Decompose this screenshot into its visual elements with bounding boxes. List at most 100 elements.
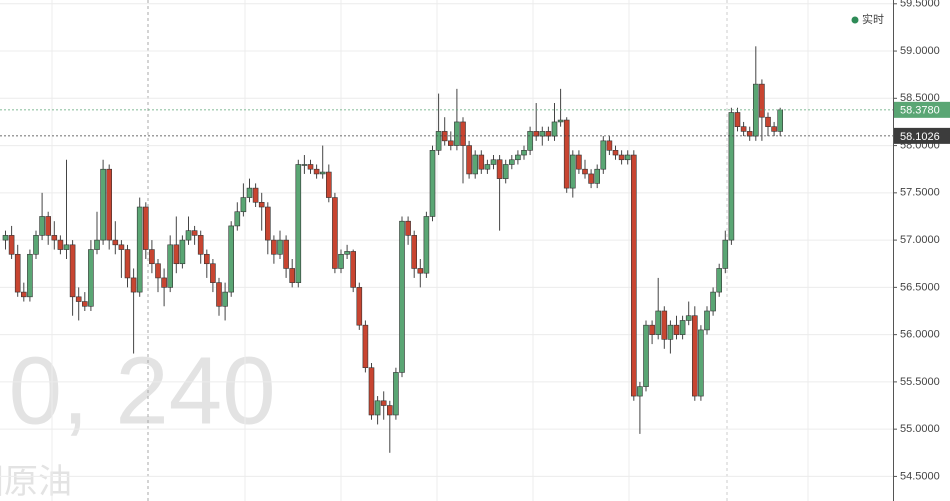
candle-body bbox=[20, 291, 27, 298]
candle-body bbox=[45, 216, 52, 236]
candle-body bbox=[380, 400, 387, 406]
candle-body bbox=[301, 164, 308, 166]
candle-body bbox=[551, 121, 558, 137]
candle-body bbox=[582, 168, 588, 175]
candle-body bbox=[649, 324, 655, 335]
candle-body bbox=[478, 154, 485, 170]
candle-body bbox=[588, 173, 594, 184]
candle-body bbox=[155, 263, 161, 279]
candle-body bbox=[539, 131, 546, 137]
candle-body bbox=[423, 216, 430, 274]
candle-body bbox=[161, 277, 167, 288]
candle-body bbox=[624, 154, 631, 161]
candle-body bbox=[179, 239, 186, 265]
candle-body bbox=[691, 315, 698, 397]
candle-body bbox=[27, 253, 33, 298]
candle-body bbox=[777, 109, 784, 132]
candle-body bbox=[643, 324, 649, 387]
grid bbox=[0, 0, 893, 501]
candle-body bbox=[112, 239, 119, 246]
candle-body bbox=[740, 126, 747, 132]
y-tick-label: 59.0000 bbox=[900, 45, 940, 57]
candle-body bbox=[283, 239, 289, 269]
candle-body bbox=[685, 315, 692, 321]
candle-body bbox=[759, 83, 765, 118]
candle-body bbox=[39, 216, 45, 236]
candle-body bbox=[356, 287, 363, 326]
candle-body bbox=[600, 140, 607, 170]
candle-body bbox=[338, 253, 344, 269]
candle-body bbox=[82, 301, 88, 307]
candle-body bbox=[429, 150, 436, 217]
candle-body bbox=[557, 119, 564, 123]
candle-body bbox=[728, 112, 735, 241]
candle-body bbox=[94, 239, 100, 250]
candle-body bbox=[149, 249, 155, 265]
y-tick-label: 58.5000 bbox=[900, 92, 940, 104]
candle-body bbox=[716, 268, 723, 293]
candle-body bbox=[295, 164, 302, 283]
candle-body bbox=[228, 225, 234, 293]
candle-body bbox=[197, 235, 204, 255]
candle-body bbox=[521, 150, 527, 156]
candle-body bbox=[277, 239, 283, 255]
candle-body bbox=[210, 263, 216, 283]
candle-body bbox=[606, 140, 613, 151]
candle-body bbox=[57, 239, 64, 250]
candle-body bbox=[460, 121, 466, 146]
candle-body bbox=[88, 249, 94, 307]
candle-body bbox=[344, 251, 350, 255]
candle-body bbox=[386, 405, 393, 416]
price-label-box bbox=[894, 127, 950, 144]
legend-label: 实时 bbox=[862, 12, 884, 26]
candle-body bbox=[502, 164, 509, 179]
candle-body bbox=[368, 367, 375, 416]
candle-body bbox=[594, 168, 601, 184]
candle-body bbox=[130, 277, 137, 293]
candle-body bbox=[661, 310, 668, 340]
candle-body bbox=[533, 131, 540, 137]
candle-body bbox=[124, 249, 131, 279]
y-tick-label: 59.5000 bbox=[900, 0, 940, 10]
candle-body bbox=[106, 168, 112, 241]
price-label: 58.3780 bbox=[900, 105, 940, 117]
candle-body bbox=[710, 291, 716, 312]
candle-body bbox=[472, 154, 479, 175]
candle-body bbox=[411, 235, 418, 269]
y-tick-label: 55.0000 bbox=[900, 423, 940, 435]
candle-body bbox=[118, 244, 125, 250]
candle-body bbox=[332, 197, 338, 269]
candle-body bbox=[393, 372, 399, 416]
candle-body bbox=[569, 154, 576, 189]
price-label: 58.1026 bbox=[900, 131, 940, 143]
candle-body bbox=[2, 235, 9, 241]
candle-body bbox=[527, 131, 533, 151]
price-label-box bbox=[894, 101, 950, 118]
candle-body bbox=[771, 126, 777, 132]
candle-body bbox=[51, 235, 58, 241]
y-tick-label: 56.5000 bbox=[900, 281, 940, 293]
candle-body bbox=[679, 320, 686, 335]
candle-body bbox=[222, 291, 228, 307]
candle-body bbox=[246, 187, 253, 198]
candle-body bbox=[240, 197, 247, 213]
candle-body bbox=[734, 112, 741, 127]
y-tick-label: 55.5000 bbox=[900, 376, 940, 388]
candle-body bbox=[185, 230, 192, 241]
candle-body bbox=[490, 159, 497, 165]
candle-body bbox=[454, 121, 460, 146]
candle-body bbox=[264, 206, 271, 241]
candle-body bbox=[173, 244, 180, 265]
candle-body bbox=[204, 253, 210, 265]
y-tick-label: 57.5000 bbox=[900, 187, 940, 199]
candle-body bbox=[167, 244, 173, 288]
candle-body bbox=[75, 296, 82, 302]
candle-body bbox=[258, 201, 265, 208]
candle-body bbox=[191, 230, 198, 236]
candle-body bbox=[496, 159, 503, 179]
legend-dot bbox=[851, 16, 859, 24]
candle-body bbox=[484, 164, 491, 170]
